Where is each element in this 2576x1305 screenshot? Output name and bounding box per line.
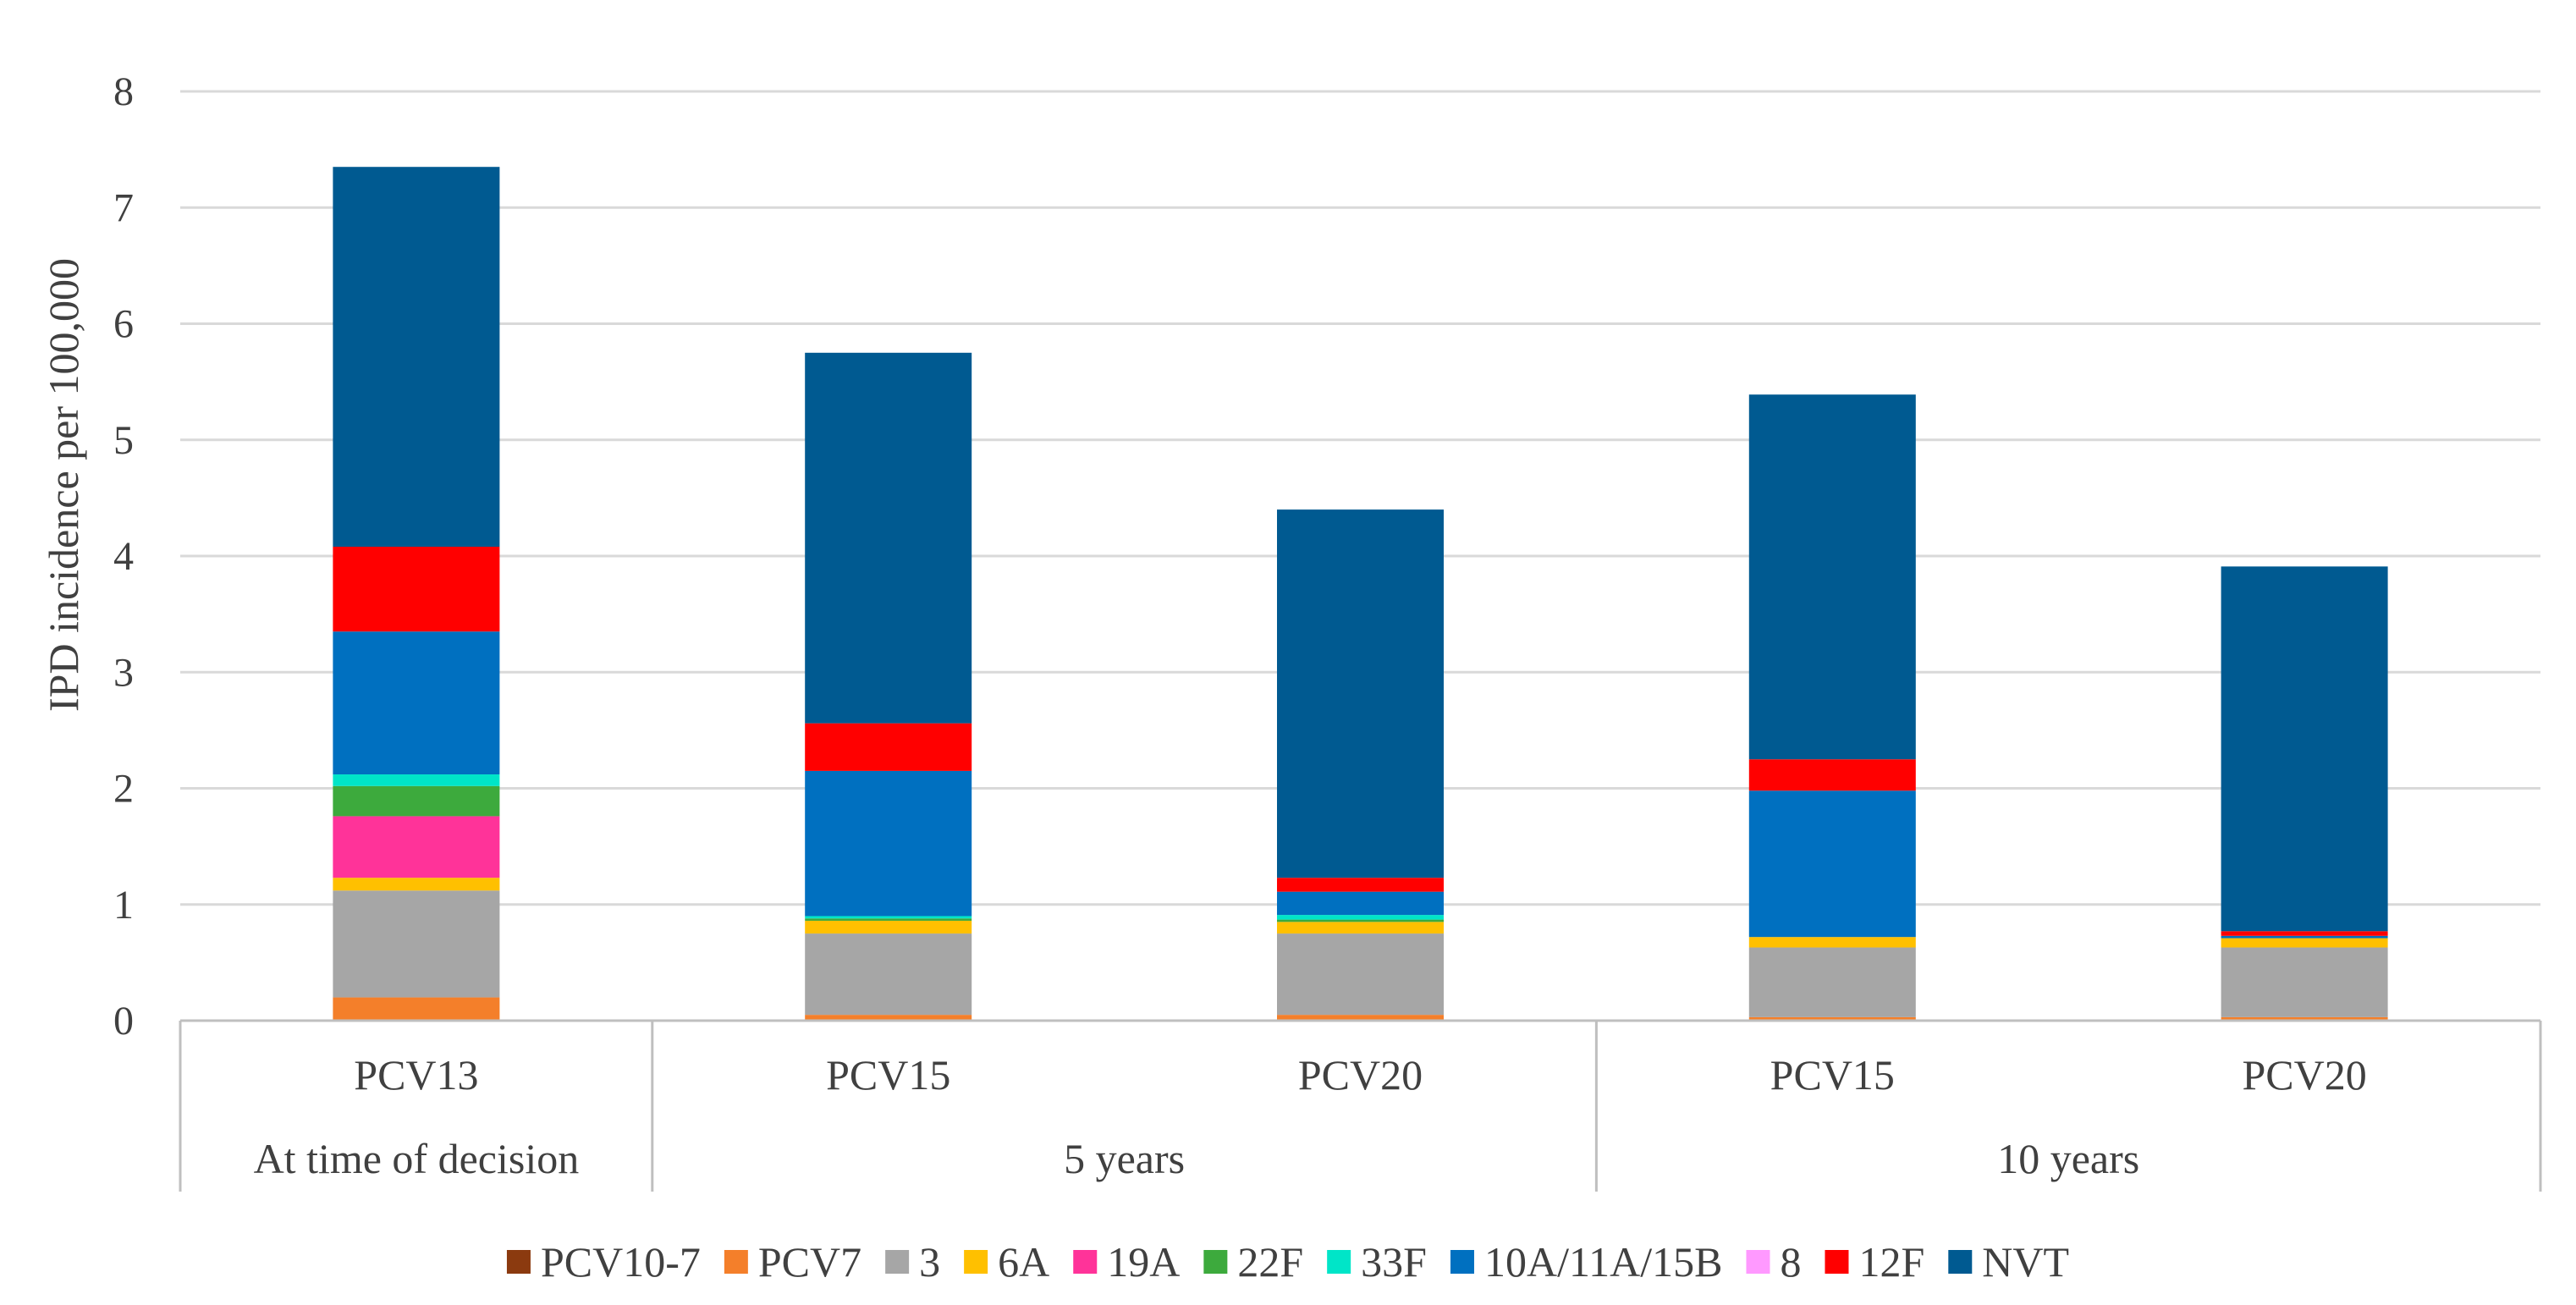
legend-swatch — [1746, 1250, 1770, 1274]
bar-stack-2 — [1277, 509, 1444, 1021]
bar-segment — [805, 933, 972, 1016]
bar-segment — [333, 167, 500, 548]
legend-item: 33F — [1327, 1238, 1427, 1286]
legend-label: 12F — [1858, 1238, 1924, 1286]
y-axis-title: IPD incidence per 100,000 — [40, 258, 87, 712]
bar-segment — [1748, 790, 1916, 938]
legend-item: 12F — [1825, 1238, 1924, 1286]
bar-stack-0 — [333, 167, 500, 1021]
legend-item: NVT — [1948, 1238, 2069, 1286]
legend-item: 19A — [1073, 1238, 1180, 1286]
legend-item: 10A/11A/15B — [1450, 1238, 1723, 1286]
category-label: PCV13 — [354, 1051, 478, 1099]
legend-label: NVT — [1982, 1238, 2069, 1286]
legend-swatch — [1825, 1250, 1849, 1274]
group-label: 5 years — [1064, 1135, 1185, 1182]
bar-segment — [333, 785, 500, 817]
bar-segment — [1277, 919, 1444, 922]
y-tick-label: 3 — [113, 650, 134, 695]
bar-segment — [1748, 1016, 1916, 1021]
legend-label: 33F — [1361, 1238, 1427, 1286]
bar-segment — [2221, 566, 2388, 932]
y-tick-label: 2 — [113, 767, 134, 812]
y-tick-label: 4 — [113, 534, 134, 579]
bar-segment — [333, 878, 500, 891]
bar-stack-1 — [805, 352, 972, 1021]
bar-segment — [1277, 1015, 1444, 1021]
bar-segment — [1748, 394, 1916, 760]
legend-swatch — [964, 1250, 988, 1274]
legend-swatch — [1203, 1250, 1228, 1274]
legend-label: 6A — [998, 1238, 1049, 1286]
y-tick-label: 5 — [113, 418, 134, 463]
y-tick-label: 6 — [113, 302, 134, 347]
category-label: PCV20 — [1298, 1051, 1423, 1099]
bar-segment — [333, 774, 500, 786]
bar-segment — [805, 918, 972, 921]
legend-item: PCV7 — [724, 1238, 861, 1286]
bars — [333, 167, 2388, 1021]
bar-segment — [1277, 915, 1444, 920]
bar-segment — [333, 997, 500, 1021]
bar-segment — [333, 547, 500, 632]
bar-segment — [333, 890, 500, 998]
legend-label: PCV7 — [758, 1238, 861, 1286]
bar-segment — [1277, 509, 1444, 878]
category-axis: PCV13 PCV15 PCV20 PCV15 PCV20 At time of deci… — [179, 1019, 2542, 1192]
legend-swatch — [506, 1250, 531, 1274]
bar-segment — [805, 916, 972, 919]
bar-segment — [1277, 891, 1444, 916]
legend: PCV10-7 PCV7 3 6A 19A 22F 33F 10A/11A/15B 8 12F NV… — [506, 1238, 2069, 1286]
bar-stack-4 — [2221, 566, 2388, 1021]
y-tick-label: 7 — [113, 185, 134, 230]
group-label: At time of decision — [254, 1135, 580, 1182]
legend-label: 3 — [919, 1238, 940, 1286]
bar-segment — [805, 770, 972, 917]
bar-segment — [2221, 947, 2388, 1017]
bar-segment — [1277, 878, 1444, 892]
legend-label: 22F — [1237, 1238, 1303, 1286]
bar-segment — [1277, 933, 1444, 1016]
bar-segment — [1748, 937, 1916, 948]
bar-segment — [1748, 759, 1916, 791]
bar-segment — [1748, 947, 1916, 1017]
legend-swatch — [1948, 1250, 1973, 1274]
bar-segment — [805, 352, 972, 724]
y-tick-label: 1 — [113, 883, 134, 928]
legend-label: 8 — [1780, 1238, 1801, 1286]
legend-swatch — [1450, 1250, 1474, 1274]
legend-label: PCV10-7 — [541, 1238, 701, 1286]
bar-segment — [333, 816, 500, 878]
category-label: PCV15 — [826, 1051, 950, 1099]
y-tick-label: 0 — [113, 999, 134, 1043]
legend-swatch — [1073, 1250, 1098, 1274]
group-label: 10 years — [1997, 1135, 2139, 1182]
legend-item: 22F — [1203, 1238, 1303, 1286]
legend-item: 3 — [885, 1238, 940, 1286]
y-tick-label: 8 — [113, 69, 134, 114]
y-axis-tick-labels: 0 1 2 3 4 5 6 7 8 — [113, 69, 134, 1043]
legend-swatch — [724, 1250, 748, 1274]
bar-segment — [333, 631, 500, 775]
bar-segment — [805, 723, 972, 771]
legend-item: 6A — [964, 1238, 1049, 1286]
legend-swatch — [885, 1250, 910, 1274]
bar-segment — [2221, 931, 2388, 936]
bar-segment — [805, 920, 972, 934]
bar-segment — [2221, 938, 2388, 948]
bar-segment — [2221, 935, 2388, 939]
legend-label: 19A — [1107, 1238, 1180, 1286]
bar-segment — [805, 1015, 972, 1021]
legend-item: PCV10-7 — [506, 1238, 701, 1286]
category-label: PCV15 — [1770, 1051, 1895, 1099]
legend-item: 8 — [1746, 1238, 1801, 1286]
bar-segment — [1277, 922, 1444, 934]
bar-segment — [2221, 1016, 2388, 1021]
legend-label: 10A/11A/15B — [1484, 1238, 1723, 1286]
bar-stack-3 — [1748, 394, 1916, 1021]
category-label: PCV20 — [2242, 1051, 2366, 1099]
legend-swatch — [1327, 1250, 1351, 1274]
